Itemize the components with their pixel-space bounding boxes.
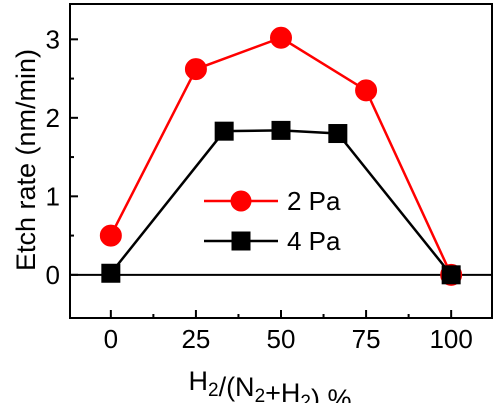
plot-area	[70, 26, 492, 286]
x-tick-label: 100	[429, 324, 472, 354]
series-line-0	[109, 36, 453, 276]
y-tick-label: 0	[46, 260, 60, 290]
data-point-0-2	[270, 26, 292, 49]
data-point-0-0	[99, 224, 122, 247]
x-tick-label: 0	[104, 324, 118, 354]
x-axis-title: H2/(N2+H2) %	[188, 366, 351, 403]
data-point-1-4	[441, 265, 461, 285]
data-point-0-3	[355, 79, 378, 102]
y-tick-label: 2	[46, 103, 60, 133]
legend-label-0: 2 Pa	[287, 186, 341, 216]
y-axis-title: Etch rate (nm/min)	[11, 49, 41, 271]
x-axis-title-part: /(N	[219, 372, 255, 402]
x-axis-title-part: 2	[255, 386, 266, 403]
x-tick-label: 75	[352, 324, 381, 354]
data-point-0-1	[184, 58, 207, 81]
y-tick-label: 1	[46, 181, 60, 211]
x-tick-label: 50	[267, 324, 296, 354]
legend-marker-1	[231, 231, 251, 251]
x-axis-title-part: +H	[265, 378, 300, 403]
x-axis-title-part: H	[188, 366, 208, 396]
legend-label-1: 4 Pa	[287, 226, 341, 256]
legend: 2 Pa 4 Pa	[204, 186, 341, 256]
plot-frame	[69, 3, 493, 319]
axes: 0 25 50 75 100 0 1 2 3	[46, 3, 493, 354]
data-point-1-1	[214, 121, 234, 141]
x-axis-title-part: ) %	[311, 384, 352, 403]
x-axis-title-part: 2	[208, 380, 219, 401]
y-tick-label: 3	[46, 24, 60, 54]
data-point-1-0	[101, 263, 121, 283]
data-point-1-3	[328, 124, 348, 144]
legend-marker-0	[230, 190, 252, 212]
x-tick-label: 25	[181, 324, 210, 354]
data-point-1-2	[271, 120, 291, 140]
x-axis-title-part: 2	[300, 392, 311, 403]
series-line-1	[109, 129, 453, 276]
